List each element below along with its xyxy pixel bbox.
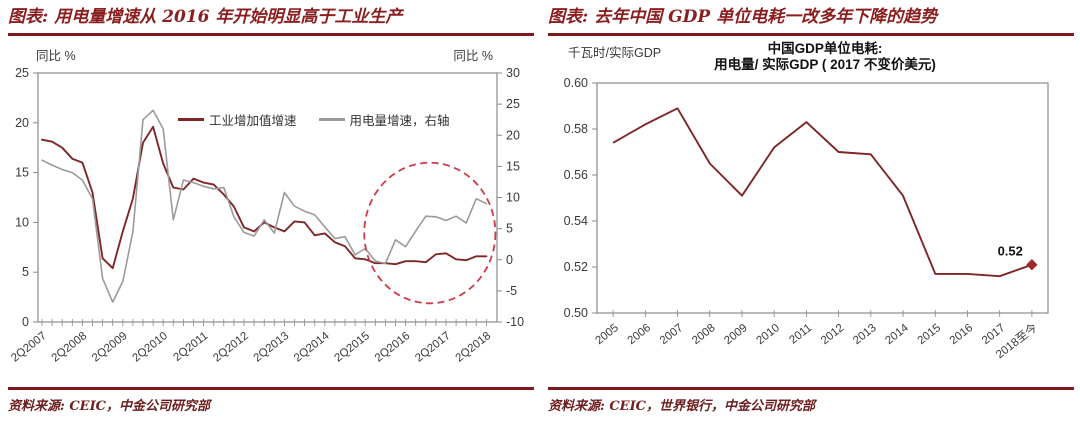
highlight-ellipse-annotation [363,161,497,305]
x-tick-label: 2Q2015 [332,330,372,365]
x-tick-label: 2Q2013 [252,330,292,365]
legend-label-electricity: 用电量增速，右轴 [349,114,450,128]
x-tick-label: 2Q2016 [373,330,413,365]
industrial-series-swatch [178,118,204,121]
x-tick-label: 2014 [883,322,911,348]
industrial-growth-line [41,125,488,270]
x-tick-label: 2007 [658,322,686,347]
x-tick-label: 2010 [754,322,782,347]
x-tick-label: 2009 [722,322,750,347]
left-y-tick: 15 [15,166,29,180]
x-tick-label: 2Q2007 [9,330,49,365]
figure-title-right: 图表: 去年中国 GDP 单位电耗一改多年下降的趋势 [548,6,1074,36]
legend-item-electricity: 用电量增速，右轴 [318,110,450,129]
x-tick-label: 2Q2011 [171,330,210,364]
y-tick: 0.58 [564,122,588,136]
left-y-tick: 5 [22,265,29,279]
left-y-tick: 10 [15,215,29,229]
gdp-intensity-line [612,107,1033,278]
figure-panel-gdp-electricity-intensity: 图表: 去年中国 GDP 单位电耗一改多年下降的趋势 0.50 0.52 0.54 0… [540,0,1080,422]
x-tick-label: 2Q2009 [90,330,130,365]
y-tick: 0.56 [564,168,588,182]
last-point-marker [1026,259,1038,271]
x-tick-label: 2Q2018 [454,330,494,365]
y-axis-unit: 千瓦时/实际GDP [568,45,661,60]
left-y-tick: 20 [15,116,29,130]
figure-title-left: 图表: 用电量增速从 2016 年开始明显高于工业生产 [8,6,534,36]
last-point-value-label: 0.52 [998,244,1023,259]
y-tick: 0.52 [564,260,588,274]
x-tick-label: 2008 [690,322,718,347]
single-line-chart: 0.50 0.52 0.54 0.56 0.58 0.60 2005 2006 2007 2008… [564,45,1049,361]
source-note-right: 资料来源: CEIC，世界银行，中金公司研究部 [548,399,816,414]
x-tick-label: 2Q2010 [130,330,170,365]
legend-item-industrial: 工业增加值增速 [178,110,297,129]
right-y-tick: 30 [506,66,520,80]
right-y-tick: 5 [506,222,513,236]
electricity-growth-line [41,109,488,303]
right-y-tick: -5 [506,284,517,298]
right-y-tick: 10 [506,191,520,205]
y-tick: 0.50 [564,306,588,320]
footer-divider [8,387,534,390]
right-y-tick: 15 [506,159,520,173]
left-y-tick: 25 [15,66,29,80]
legend-label-industrial: 工业增加值增速 [209,114,297,128]
left-axis-unit: 同比 % [36,49,76,63]
right-y-tick: 25 [506,97,520,111]
x-tick-label: 2005 [593,322,621,347]
x-tick-label: 2013 [851,322,879,347]
right-y-tick: -10 [506,315,524,329]
right-y-tick: 0 [506,253,513,267]
plot-frame [596,82,1049,314]
y-tick: 0.60 [564,76,588,90]
y-tick: 0.54 [564,214,588,228]
x-tick-label: 2006 [626,322,654,347]
left-y-tick: 0 [22,315,29,329]
right-axis-unit: 同比 % [453,49,493,63]
x-tick-label: 2Q2008 [50,330,90,365]
x-tick-label: 2Q2017 [413,330,453,365]
x-tick-label: 2015 [916,322,944,347]
figure-panel-electricity-vs-industry: 图表: 用电量增速从 2016 年开始明显高于工业生产 0 5 10 15 20 25 -1… [8,6,534,414]
x-tick-label: 2Q2014 [292,330,332,365]
right-y-tick: 20 [506,128,520,142]
x-tick-label: 2012 [819,322,847,347]
electricity-series-swatch [318,118,345,121]
x-tick-label: 2Q2012 [211,330,251,365]
footer-divider [548,387,1074,390]
x-tick-label: 2016 [948,322,976,347]
chart-legend: 工业增加值增速 用电量增速，右轴 [178,110,450,129]
x-tick-label: 2011 [787,322,814,347]
source-note-left: 资料来源: CEIC，中金公司研究部 [8,399,211,414]
